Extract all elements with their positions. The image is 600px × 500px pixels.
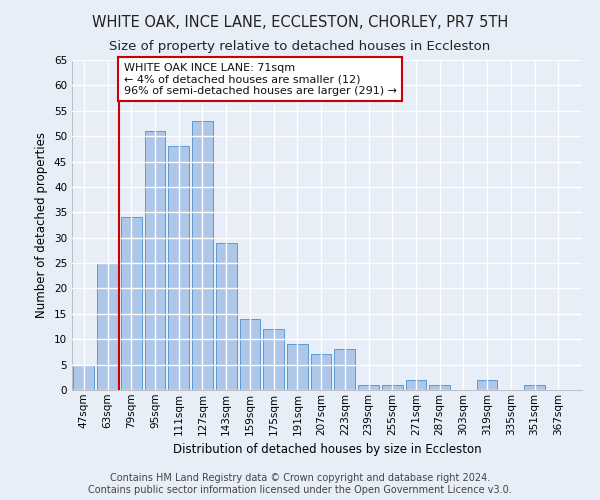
- Text: Contains HM Land Registry data © Crown copyright and database right 2024.
Contai: Contains HM Land Registry data © Crown c…: [88, 474, 512, 495]
- Bar: [192, 121, 213, 390]
- Bar: [263, 329, 284, 390]
- Bar: [121, 218, 142, 390]
- Bar: [169, 146, 189, 390]
- Bar: [524, 385, 545, 390]
- Bar: [382, 385, 403, 390]
- Bar: [145, 131, 166, 390]
- Y-axis label: Number of detached properties: Number of detached properties: [35, 132, 49, 318]
- Bar: [311, 354, 331, 390]
- Text: WHITE OAK INCE LANE: 71sqm
← 4% of detached houses are smaller (12)
96% of semi-: WHITE OAK INCE LANE: 71sqm ← 4% of detac…: [124, 62, 397, 96]
- Text: WHITE OAK, INCE LANE, ECCLESTON, CHORLEY, PR7 5TH: WHITE OAK, INCE LANE, ECCLESTON, CHORLEY…: [92, 15, 508, 30]
- Bar: [429, 385, 450, 390]
- Bar: [73, 364, 94, 390]
- Bar: [97, 263, 118, 390]
- Bar: [216, 243, 236, 390]
- Bar: [239, 319, 260, 390]
- Bar: [287, 344, 308, 390]
- Text: Size of property relative to detached houses in Eccleston: Size of property relative to detached ho…: [109, 40, 491, 53]
- Bar: [406, 380, 427, 390]
- Bar: [358, 385, 379, 390]
- Bar: [334, 350, 355, 390]
- X-axis label: Distribution of detached houses by size in Eccleston: Distribution of detached houses by size …: [173, 443, 481, 456]
- Bar: [477, 380, 497, 390]
